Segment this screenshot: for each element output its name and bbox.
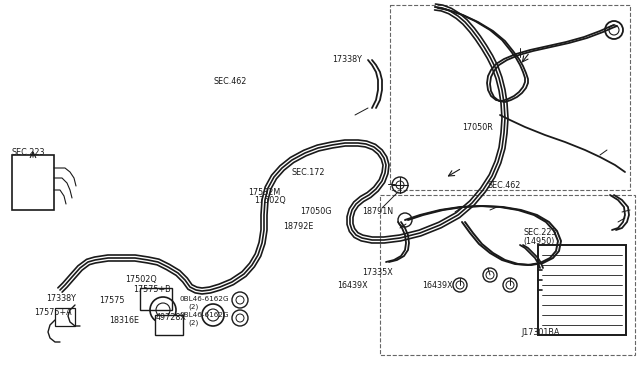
Text: 17575+A: 17575+A — [34, 308, 72, 317]
Bar — [155, 315, 183, 335]
Text: (14950): (14950) — [523, 237, 554, 246]
Text: SEC.462: SEC.462 — [214, 77, 248, 86]
Text: 17335X: 17335X — [362, 268, 393, 277]
Text: 17338Y: 17338Y — [46, 294, 76, 303]
Text: (2): (2) — [188, 303, 198, 310]
Text: 0BL46-6162G: 0BL46-6162G — [179, 312, 228, 318]
Bar — [538, 245, 626, 335]
Text: 49728X: 49728X — [156, 313, 187, 322]
Text: SEC.223: SEC.223 — [523, 228, 557, 237]
Bar — [390, 5, 630, 190]
Text: (2): (2) — [188, 319, 198, 326]
Text: SEC.223: SEC.223 — [12, 148, 45, 157]
Bar — [12, 155, 54, 210]
Text: 18316E: 18316E — [109, 316, 139, 325]
Text: 17050R: 17050R — [462, 123, 493, 132]
Text: 17050G: 17050G — [300, 207, 332, 216]
Text: 16439X: 16439X — [337, 281, 367, 290]
Text: 18791N: 18791N — [362, 207, 393, 216]
Text: 17532M: 17532M — [248, 188, 280, 197]
Text: 0BL46-6162G: 0BL46-6162G — [179, 296, 228, 302]
Bar — [140, 288, 172, 310]
Text: 17575+B: 17575+B — [133, 285, 171, 294]
Text: 16439X: 16439X — [422, 281, 452, 290]
Text: 17338Y: 17338Y — [332, 55, 362, 64]
Text: 18792E: 18792E — [283, 222, 314, 231]
Bar — [380, 195, 635, 355]
Text: 17502Q: 17502Q — [254, 196, 285, 205]
Text: J17301BA: J17301BA — [521, 328, 559, 337]
Text: SEC.172: SEC.172 — [292, 168, 326, 177]
Text: 17575: 17575 — [99, 296, 125, 305]
Text: 17502Q: 17502Q — [125, 275, 157, 284]
Text: SEC.462: SEC.462 — [488, 181, 522, 190]
Bar — [55, 308, 75, 326]
